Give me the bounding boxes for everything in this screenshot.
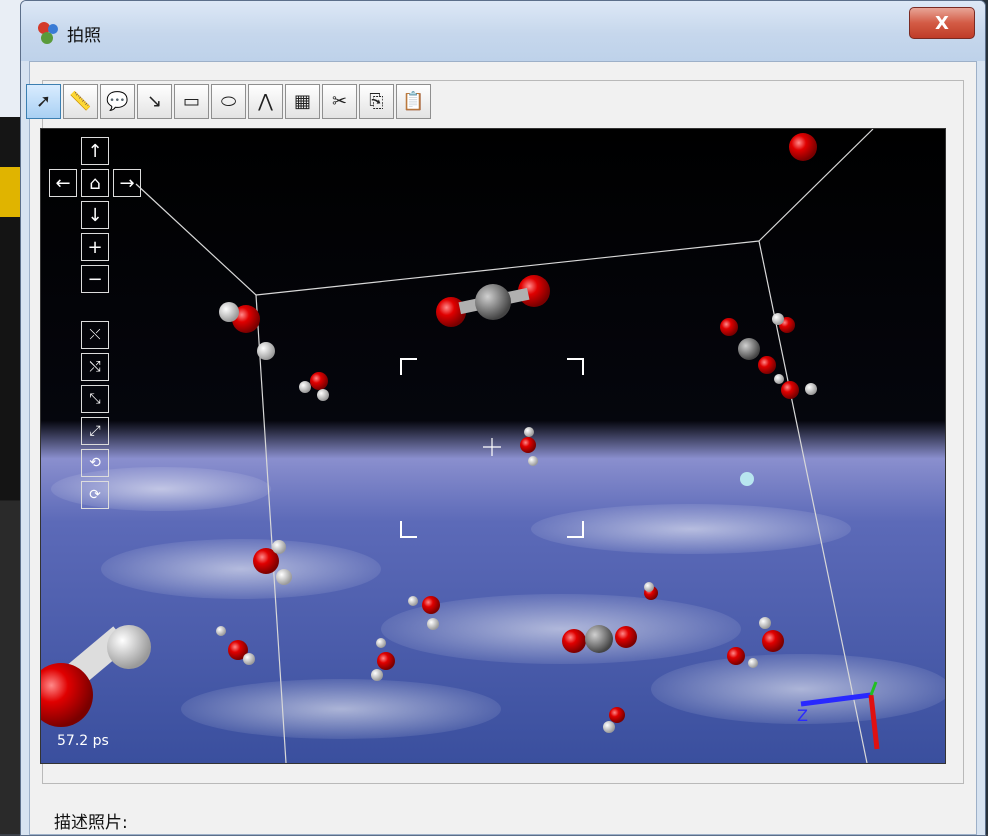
annotation-toolbar: ➚ 📏 💬 ↘ ▭ ⬭ ⋀ ▦ ✂ ⎘ 📋 [26, 84, 431, 118]
rotate-button-1[interactable]: ⤬ [81, 321, 109, 349]
dialog-title: 拍照 [67, 21, 101, 46]
rectangle-tool-button[interactable]: ▭ [174, 84, 209, 119]
rotate-axis-icon: ⤬ [89, 327, 100, 343]
rotate-axis-icon: ⤢ [89, 423, 100, 439]
ellipse-tool-button[interactable]: ⬭ [211, 84, 246, 119]
ion-particle [740, 472, 754, 486]
pan-right-button[interactable]: → [113, 169, 141, 197]
scissors-icon: ✂ [332, 91, 347, 112]
speech-balloon-icon: 💬 [106, 91, 128, 112]
zoom-out-button[interactable]: − [81, 265, 109, 293]
arrow-tool-button[interactable]: ↘ [137, 84, 172, 119]
rotate-axis-icon: ⟳ [89, 487, 101, 503]
ellipse-icon: ⬭ [221, 91, 236, 112]
measure-tool-button[interactable]: 📏 [63, 84, 98, 119]
molecule-app-icon [35, 19, 61, 45]
z-axis-label: Z [797, 706, 808, 725]
ruler-icon: 📏 [69, 91, 91, 112]
paste-icon: 📋 [402, 91, 424, 112]
arrow-left-icon: ← [55, 173, 70, 194]
simulation-time-label: 57.2 ps [57, 733, 109, 749]
rectangle-icon: ▭ [183, 91, 200, 112]
pan-up-button[interactable]: ↑ [81, 137, 109, 165]
grid-tool-button[interactable]: ▦ [285, 84, 320, 119]
cut-button[interactable]: ✂ [322, 84, 357, 119]
angle-tool-button[interactable]: ⋀ [248, 84, 283, 119]
home-icon: ⌂ [89, 173, 100, 194]
arrow-down-icon: ↓ [87, 205, 102, 226]
angle-icon: ⋀ [258, 91, 273, 112]
copy-button[interactable]: ⎘ [359, 84, 394, 119]
minus-icon: − [87, 269, 102, 290]
paste-button[interactable]: 📋 [396, 84, 431, 119]
grid-icon: ▦ [294, 91, 311, 112]
pan-left-button[interactable]: ← [49, 169, 77, 197]
rotate-button-4[interactable]: ⤢ [81, 417, 109, 445]
arrow-right-icon: → [119, 173, 134, 194]
title-bar[interactable]: 拍照 X [21, 1, 985, 61]
rotate-button-3[interactable]: ⤡ [81, 385, 109, 413]
rotate-axis-icon: ⤭ [89, 359, 100, 375]
home-view-button[interactable]: ⌂ [81, 169, 109, 197]
arrow-cursor-icon: ➚ [36, 91, 51, 112]
arrow-down-right-icon: ↘ [147, 91, 162, 112]
rotate-axis-icon: ⤡ [89, 391, 100, 407]
rotate-axis-icon: ⟲ [89, 455, 101, 471]
arrow-up-icon: ↑ [87, 141, 102, 162]
close-button[interactable]: X [909, 7, 975, 39]
plus-icon: + [87, 237, 102, 258]
scene-canvas[interactable]: Z [41, 129, 945, 763]
annotate-tool-button[interactable]: 💬 [100, 84, 135, 119]
pan-down-button[interactable]: ↓ [81, 201, 109, 229]
select-tool-button[interactable]: ➚ [26, 84, 61, 119]
molecule-viewer[interactable]: Z ↑ ← ⌂ → ↓ + − ⤬ ⤭ ⤡ ⤢ ⟲ ⟳ 57.2 ps [40, 128, 946, 764]
oxygen-atom-top-right [789, 133, 817, 161]
copy-icon: ⎘ [369, 91, 383, 112]
photo-description-label: 描述照片: [54, 808, 128, 833]
zoom-in-button[interactable]: + [81, 233, 109, 261]
rotate-button-6[interactable]: ⟳ [81, 481, 109, 509]
rotate-button-5[interactable]: ⟲ [81, 449, 109, 477]
rotate-button-2[interactable]: ⤭ [81, 353, 109, 381]
